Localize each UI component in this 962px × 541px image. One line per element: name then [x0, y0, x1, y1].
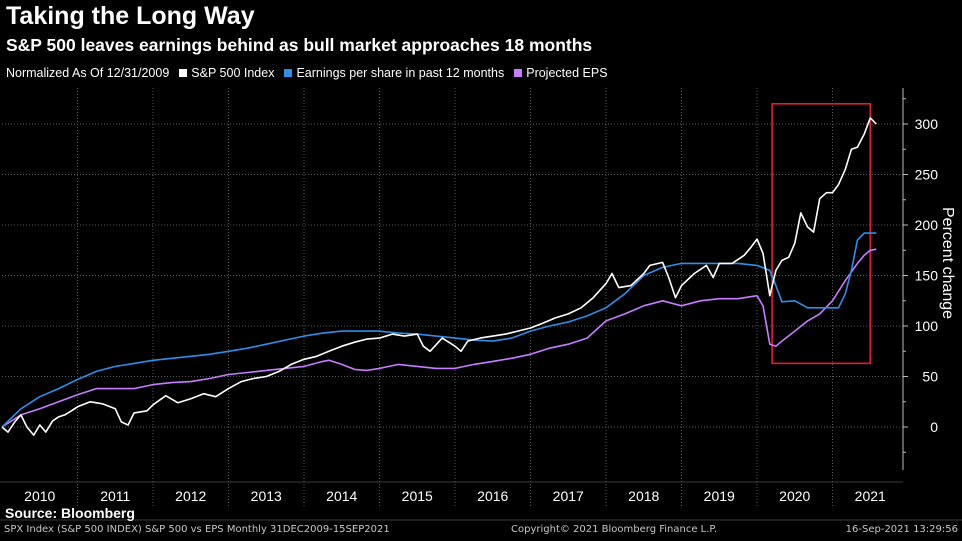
- x-tick-label: 2013: [251, 488, 282, 504]
- x-tick-label: 2012: [175, 488, 206, 504]
- footer-timestamp: 16-Sep-2021 13:29:56: [845, 524, 958, 535]
- x-tick-label: 2015: [402, 488, 433, 504]
- legend-label-sp500: S&P 500 Index: [191, 66, 275, 80]
- chart-subtitle: S&P 500 leaves earnings behind as bull m…: [6, 35, 593, 55]
- y-tick-label: 150: [915, 268, 939, 284]
- legend-swatch-projected-eps: [514, 69, 523, 77]
- x-tick-label: 2019: [704, 488, 735, 504]
- legend-item-eps: Earnings per share in past 12 months: [284, 66, 504, 80]
- y-axis-label: Percent change: [939, 207, 956, 319]
- x-tick-label: 2011: [100, 488, 130, 504]
- series-line-eps: [1, 232, 877, 428]
- y-tick-label: 0: [930, 419, 938, 435]
- legend-label-eps: Earnings per share in past 12 months: [296, 66, 505, 80]
- footer-left: SPX Index (S&P 500 INDEX) S&P 500 vs EPS…: [4, 524, 390, 535]
- y-tick-label: 200: [915, 217, 939, 233]
- y-tick-label: 250: [915, 167, 939, 183]
- legend: Normalized As Of 12/31/2009 S&P 500 Inde…: [6, 66, 608, 80]
- legend-note: Normalized As Of 12/31/2009: [6, 66, 170, 80]
- y-tick-label: 50: [922, 369, 938, 385]
- legend-label-projected-eps: Projected EPS: [526, 66, 608, 80]
- x-tick-label: 2014: [326, 488, 357, 504]
- x-tick-label: 2010: [24, 488, 55, 504]
- series-line-sp500: [1, 117, 877, 436]
- footer-copyright: Copyright© 2021 Bloomberg Finance L.P.: [511, 524, 718, 535]
- series-line-projected-eps: [1, 248, 877, 428]
- x-tick-label: 2021: [855, 488, 886, 504]
- highlight-box: [771, 103, 872, 365]
- chart-title: Taking the Long Way: [6, 2, 255, 30]
- source-label: Source: Bloomberg: [5, 505, 135, 521]
- x-tick-label: 2016: [477, 488, 508, 504]
- legend-swatch-sp500: [179, 69, 188, 77]
- legend-item-projected-eps: Projected EPS: [514, 66, 608, 80]
- x-tick-label: 2020: [779, 488, 810, 504]
- y-tick-label: 300: [915, 116, 939, 132]
- y-tick-label: 100: [915, 318, 939, 334]
- x-tick-label: 2017: [553, 488, 584, 504]
- x-tick-label: 2018: [628, 488, 659, 504]
- legend-swatch-eps: [284, 69, 293, 77]
- legend-item-sp500: S&P 500 Index: [179, 66, 274, 80]
